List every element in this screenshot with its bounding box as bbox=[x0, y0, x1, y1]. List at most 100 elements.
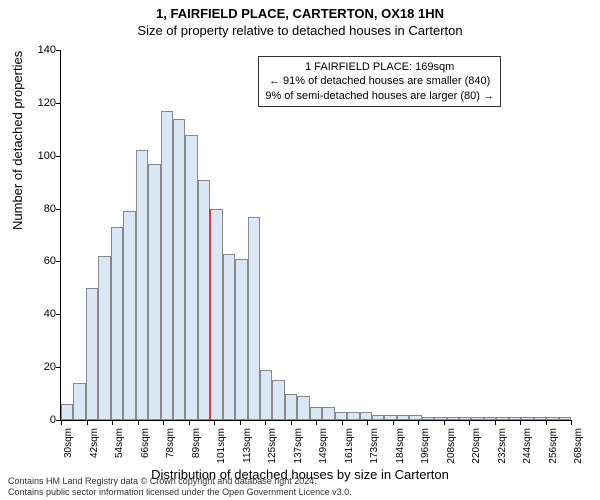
footer-line1: Contains HM Land Registry data © Crown c… bbox=[8, 476, 352, 487]
y-tick-mark bbox=[56, 209, 61, 210]
x-tick-label: 113sqm bbox=[242, 428, 253, 468]
annotation-line1: 1 FAIRFIELD PLACE: 169sqm bbox=[265, 60, 494, 74]
histogram-bar bbox=[546, 417, 558, 420]
y-tick-label: 60 bbox=[21, 255, 56, 267]
x-tick-mark bbox=[469, 420, 470, 425]
histogram-bar bbox=[73, 383, 85, 420]
histogram-bar bbox=[272, 380, 284, 420]
footer-text: Contains HM Land Registry data © Crown c… bbox=[8, 476, 352, 498]
annotation-line2: ← 91% of detached houses are smaller (84… bbox=[265, 74, 494, 88]
histogram-bar bbox=[534, 417, 546, 420]
histogram-bar bbox=[310, 407, 322, 420]
x-tick-label: 184sqm bbox=[395, 428, 406, 468]
x-tick-mark bbox=[495, 420, 496, 425]
footer-line2: Contains public sector information licen… bbox=[8, 487, 352, 498]
histogram-bar bbox=[322, 407, 334, 420]
histogram-bar bbox=[148, 164, 160, 420]
y-tick-mark bbox=[56, 50, 61, 51]
y-tick-mark bbox=[56, 103, 61, 104]
histogram-bar bbox=[210, 209, 222, 420]
y-tick-mark bbox=[56, 367, 61, 368]
x-tick-label: 89sqm bbox=[191, 428, 202, 468]
histogram-bar bbox=[260, 370, 272, 420]
chart-subtitle: Size of property relative to detached ho… bbox=[0, 23, 600, 40]
x-tick-mark bbox=[240, 420, 241, 425]
x-tick-mark bbox=[546, 420, 547, 425]
x-tick-label: 30sqm bbox=[63, 428, 74, 468]
x-tick-label: 161sqm bbox=[344, 428, 355, 468]
histogram-bar bbox=[173, 119, 185, 420]
histogram-bar bbox=[223, 254, 235, 421]
x-tick-label: 149sqm bbox=[318, 428, 329, 468]
x-tick-mark bbox=[138, 420, 139, 425]
histogram-bar bbox=[447, 417, 459, 420]
x-tick-label: 137sqm bbox=[293, 428, 304, 468]
y-tick-label: 120 bbox=[21, 97, 56, 109]
histogram-bar bbox=[409, 415, 421, 420]
histogram-bar bbox=[235, 259, 247, 420]
x-tick-label: 196sqm bbox=[420, 428, 431, 468]
x-tick-label: 173sqm bbox=[369, 428, 380, 468]
histogram-bar bbox=[384, 415, 396, 420]
x-tick-mark bbox=[87, 420, 88, 425]
y-tick-label: 20 bbox=[21, 361, 56, 373]
histogram-bar bbox=[360, 412, 372, 420]
x-tick-mark bbox=[418, 420, 419, 425]
histogram-bar bbox=[136, 150, 148, 420]
y-tick-mark bbox=[56, 314, 61, 315]
chart-title: 1, FAIRFIELD PLACE, CARTERTON, OX18 1HN bbox=[0, 0, 600, 23]
y-tick-label: 100 bbox=[21, 150, 56, 162]
x-tick-mark bbox=[520, 420, 521, 425]
x-tick-mark bbox=[189, 420, 190, 425]
histogram-bar bbox=[434, 417, 446, 420]
y-tick-mark bbox=[56, 156, 61, 157]
y-tick-label: 40 bbox=[21, 308, 56, 320]
x-tick-mark bbox=[342, 420, 343, 425]
x-tick-label: 42sqm bbox=[89, 428, 100, 468]
x-tick-label: 125sqm bbox=[267, 428, 278, 468]
y-tick-label: 80 bbox=[21, 203, 56, 215]
x-tick-mark bbox=[316, 420, 317, 425]
y-tick-label: 140 bbox=[21, 44, 56, 56]
x-tick-mark bbox=[367, 420, 368, 425]
x-tick-mark bbox=[112, 420, 113, 425]
annotation-box: 1 FAIRFIELD PLACE: 169sqm ← 91% of detac… bbox=[258, 56, 501, 107]
x-tick-mark bbox=[291, 420, 292, 425]
x-tick-mark bbox=[571, 420, 572, 425]
x-tick-mark bbox=[393, 420, 394, 425]
x-tick-label: 101sqm bbox=[216, 428, 227, 468]
x-tick-label: 208sqm bbox=[446, 428, 457, 468]
histogram-bar bbox=[61, 404, 73, 420]
x-tick-label: 54sqm bbox=[114, 428, 125, 468]
histogram-bar bbox=[111, 227, 123, 420]
histogram-bar bbox=[559, 417, 571, 420]
histogram-bar bbox=[161, 111, 173, 420]
x-tick-label: 256sqm bbox=[548, 428, 559, 468]
annotation-line3: 9% of semi-detached houses are larger (8… bbox=[265, 89, 494, 103]
histogram-bar bbox=[521, 417, 533, 420]
x-tick-label: 66sqm bbox=[140, 428, 151, 468]
histogram-bar bbox=[297, 396, 309, 420]
histogram-bar bbox=[397, 415, 409, 420]
x-tick-label: 220sqm bbox=[471, 428, 482, 468]
histogram-bar bbox=[248, 217, 260, 421]
histogram-bar bbox=[98, 256, 110, 420]
chart-plot-area: 1 FAIRFIELD PLACE: 169sqm ← 91% of detac… bbox=[60, 50, 571, 421]
x-tick-label: 268sqm bbox=[573, 428, 584, 468]
histogram-bar bbox=[471, 417, 483, 420]
histogram-bar bbox=[86, 288, 98, 420]
histogram-bar bbox=[285, 394, 297, 420]
x-tick-label: 78sqm bbox=[165, 428, 176, 468]
x-tick-label: 244sqm bbox=[522, 428, 533, 468]
histogram-bar bbox=[347, 412, 359, 420]
x-tick-mark bbox=[214, 420, 215, 425]
y-tick-mark bbox=[56, 261, 61, 262]
histogram-bar bbox=[372, 415, 384, 420]
x-tick-mark bbox=[265, 420, 266, 425]
histogram-bar bbox=[123, 211, 135, 420]
x-tick-mark bbox=[444, 420, 445, 425]
x-tick-mark bbox=[61, 420, 62, 425]
histogram-bar bbox=[496, 417, 508, 420]
histogram-bar bbox=[335, 412, 347, 420]
x-tick-label: 232sqm bbox=[497, 428, 508, 468]
